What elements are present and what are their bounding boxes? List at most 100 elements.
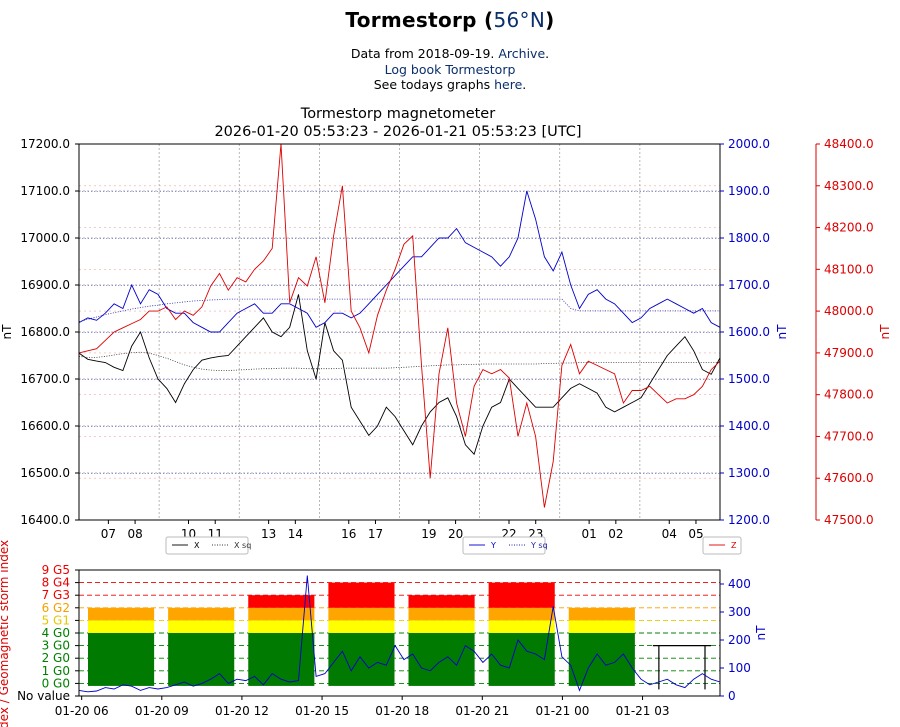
kp-tick-label: No value bbox=[17, 689, 70, 703]
title-latitude: 56°N bbox=[493, 8, 546, 32]
kp-right-tick-label: 300 bbox=[728, 605, 751, 619]
legend-right-label: Z bbox=[731, 541, 737, 550]
kp-x-tick-label: 01-21 00 bbox=[535, 704, 589, 718]
left-tick-label: 16900.0 bbox=[20, 278, 70, 292]
kp-right-tick-label: 200 bbox=[728, 633, 751, 647]
right-tick-label: 47600.0 bbox=[824, 471, 874, 485]
page-title: Tormestorp (56°N) bbox=[0, 8, 900, 32]
kp-left-axis-label: Index / Geomagnetic storm index bbox=[0, 540, 11, 727]
todays-text: See todays graphs bbox=[373, 77, 495, 92]
main-grid bbox=[79, 144, 720, 520]
kp-bar-segment bbox=[328, 620, 395, 633]
logbook-link[interactable]: Log book Tormestorp bbox=[384, 61, 516, 77]
left-tick-label: 16800.0 bbox=[20, 325, 70, 339]
kp-tick-label: 7 G3 bbox=[42, 588, 70, 602]
right-tick-label: 47900.0 bbox=[824, 346, 874, 360]
kp-x-tick-label: 01-20 18 bbox=[375, 704, 429, 718]
series-x bbox=[78, 294, 721, 456]
mid-tick-label: 1500.0 bbox=[728, 372, 770, 386]
x-tick-label: 13 bbox=[261, 527, 276, 541]
left-tick-label: 16700.0 bbox=[20, 372, 70, 386]
x-tick-label: 01 bbox=[581, 527, 596, 541]
kp-right-axis-label: nT bbox=[754, 625, 768, 641]
legend-left-label: X sq bbox=[234, 541, 251, 550]
kp-bar-segment bbox=[568, 620, 635, 633]
archive-link[interactable]: Archive bbox=[498, 46, 546, 61]
kp-bar-segment bbox=[88, 607, 155, 621]
kp-bar-segment bbox=[328, 633, 395, 686]
mid-axis-label: nT bbox=[775, 324, 789, 340]
x-tick-label: 08 bbox=[127, 527, 142, 541]
kp-tick-label: 8 G4 bbox=[42, 576, 70, 590]
kp-x-tick-label: 01-21 03 bbox=[616, 704, 670, 718]
right-tick-label: 47700.0 bbox=[824, 429, 874, 443]
kp-tick-label: 3 G0 bbox=[42, 639, 70, 653]
mid-tick-label: 1700.0 bbox=[728, 278, 770, 292]
kp-bar-segment bbox=[488, 582, 555, 608]
kp-right-tick-label: 100 bbox=[728, 661, 751, 675]
mid-tick-label: 1400.0 bbox=[728, 419, 770, 433]
kp-bar-segment bbox=[248, 607, 315, 621]
kp-tick-label: 0 G0 bbox=[42, 676, 70, 690]
main-axes: 16400.0 16500.0 16600.0 16700.0 16800.0 16900… bbox=[20, 137, 873, 541]
period-1: . bbox=[545, 46, 550, 61]
legend-left-box bbox=[165, 536, 249, 555]
x-tick-label: 02 bbox=[608, 527, 623, 541]
legend-left-label: X bbox=[194, 541, 200, 550]
legend-mid-label: Y sq bbox=[530, 541, 548, 550]
x-tick-label: 14 bbox=[288, 527, 303, 541]
mid-tick-label: 1300.0 bbox=[728, 466, 770, 480]
main-chart-subtitle: 2026-01-20 05:53:23 - 2026-01-21 05:53:2… bbox=[214, 124, 581, 140]
mid-tick-label: 1800.0 bbox=[728, 231, 770, 245]
title-prefix: Tormestorp ( bbox=[345, 8, 494, 32]
info-line-logbook: Log book Tormestorp bbox=[0, 62, 900, 78]
kp-right-tick-label: 400 bbox=[728, 577, 751, 591]
mid-tick-label: 2000.0 bbox=[728, 137, 770, 151]
kp-x-tick-label: 01-20 12 bbox=[215, 704, 269, 718]
x-tick-label: 20 bbox=[448, 527, 463, 541]
series-y-sq bbox=[78, 298, 720, 323]
main-series-group bbox=[78, 143, 721, 508]
left-axis-label: nT bbox=[0, 324, 14, 340]
kp-right-tick-label: 0 bbox=[728, 689, 736, 703]
kp-bar-segment bbox=[408, 633, 475, 686]
kp-tick-label: 4 G0 bbox=[42, 626, 70, 640]
kp-bars bbox=[88, 582, 711, 690]
left-tick-label: 16500.0 bbox=[20, 466, 70, 480]
left-tick-label: 17100.0 bbox=[20, 184, 70, 198]
x-tick-label: 07 bbox=[101, 527, 116, 541]
legend-right-box bbox=[702, 536, 742, 555]
legend-mid-label: Y bbox=[490, 541, 496, 550]
period-3: . bbox=[522, 77, 527, 92]
mid-tick-label: 1600.0 bbox=[728, 325, 770, 339]
left-tick-label: 16600.0 bbox=[20, 419, 70, 433]
right-tick-label: 48300.0 bbox=[824, 179, 874, 193]
kp-x-tick-label: 01-20 15 bbox=[295, 704, 349, 718]
kp-tick-label: 1 G0 bbox=[42, 664, 70, 678]
kp-trace-group bbox=[78, 575, 721, 693]
kp-bar-segment bbox=[168, 633, 235, 686]
kp-bar-segment bbox=[168, 607, 235, 621]
kp-bar-segment bbox=[168, 620, 235, 633]
right-tick-label: 47800.0 bbox=[824, 388, 874, 402]
series-z bbox=[78, 143, 721, 508]
kp-x-tick-label: 01-20 06 bbox=[55, 704, 109, 718]
kp-bar-segment bbox=[408, 595, 475, 608]
kp-bar-segment bbox=[248, 595, 315, 608]
here-link[interactable]: here bbox=[494, 77, 523, 92]
page-header: Tormestorp (56°N) Data from 2018-09-19. … bbox=[0, 0, 900, 93]
kp-bar-segment bbox=[328, 607, 395, 621]
kp-bar-segment bbox=[408, 607, 475, 621]
right-tick-label: 48200.0 bbox=[824, 221, 874, 235]
right-axis-label: nT bbox=[878, 324, 892, 340]
kp-bar-segment bbox=[88, 633, 155, 686]
main-chart-title: Tormestorp magnetometer bbox=[300, 106, 495, 122]
right-tick-label: 48100.0 bbox=[824, 262, 874, 276]
kp-bar-segment bbox=[248, 633, 315, 686]
left-tick-label: 17000.0 bbox=[20, 231, 70, 245]
title-suffix: ) bbox=[545, 8, 555, 32]
right-tick-label: 48000.0 bbox=[824, 304, 874, 318]
x-tick-label: 16 bbox=[341, 527, 356, 541]
kp-bar-segment bbox=[568, 607, 635, 621]
